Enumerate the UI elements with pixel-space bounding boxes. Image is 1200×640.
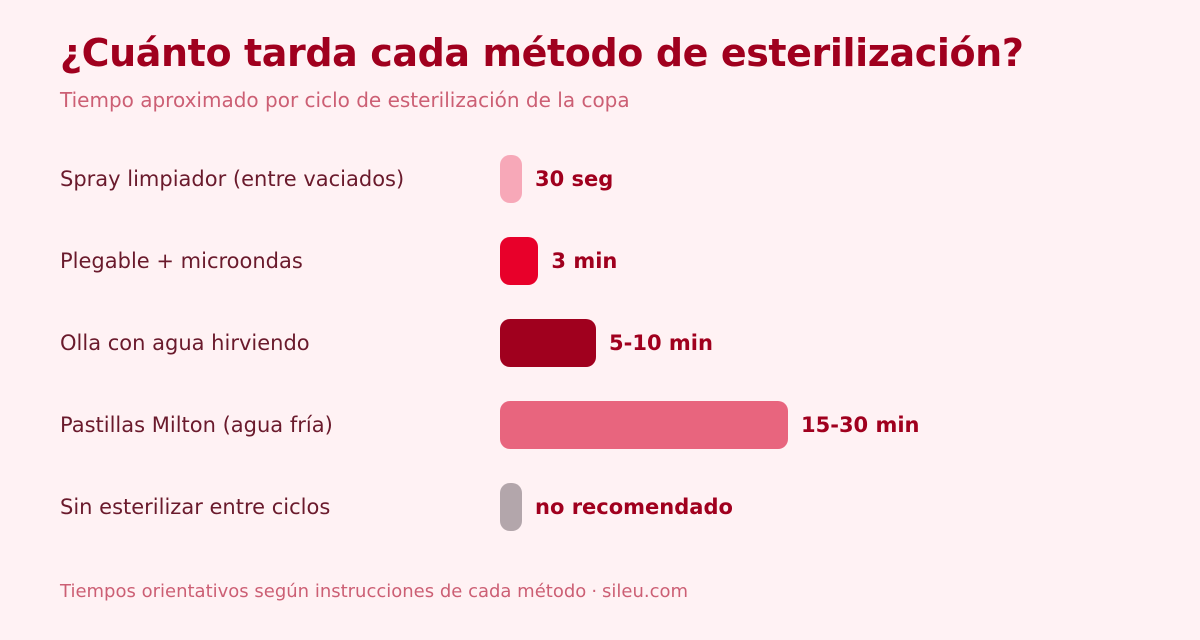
bar (500, 319, 596, 367)
bar (500, 155, 522, 203)
footer-note: Tiempos orientativos según instrucciones… (60, 581, 688, 602)
bar-row: Olla con agua hirviendo 5-10 min (0, 319, 1200, 367)
value-label: 30 seg (535, 167, 614, 191)
category-label: Sin esterilizar entre ciclos (60, 495, 331, 519)
bar-row: Pastillas Milton (agua fría) 15-30 min (0, 401, 1200, 449)
value-label: 3 min (551, 249, 618, 273)
bar-row: Plegable + microondas 3 min (0, 237, 1200, 285)
footer-source: sileu.com (602, 581, 689, 602)
footer-separator: · (591, 581, 598, 602)
bar (500, 237, 539, 285)
bar (500, 483, 522, 531)
value-label: 5-10 min (609, 331, 713, 355)
chart-title: ¿Cuánto tarda cada método de esterilizac… (60, 31, 1024, 75)
category-label: Pastillas Milton (agua fría) (60, 413, 333, 437)
chart-subtitle: Tiempo aproximado por ciclo de esteriliz… (60, 88, 630, 112)
value-label: 15-30 min (801, 413, 920, 437)
bar-row: Sin esterilizar entre ciclos no recomenda… (0, 483, 1200, 531)
category-label: Plegable + microondas (60, 249, 303, 273)
category-label: Olla con agua hirviendo (60, 331, 310, 355)
category-label: Spray limpiador (entre vaciados) (60, 167, 405, 191)
bar (500, 401, 788, 449)
footer-text: Tiempos orientativos según instrucciones… (60, 581, 587, 602)
bar-row: Spray limpiador (entre vaciados) 30 seg (0, 155, 1200, 203)
value-label: no recomendado (535, 495, 733, 519)
